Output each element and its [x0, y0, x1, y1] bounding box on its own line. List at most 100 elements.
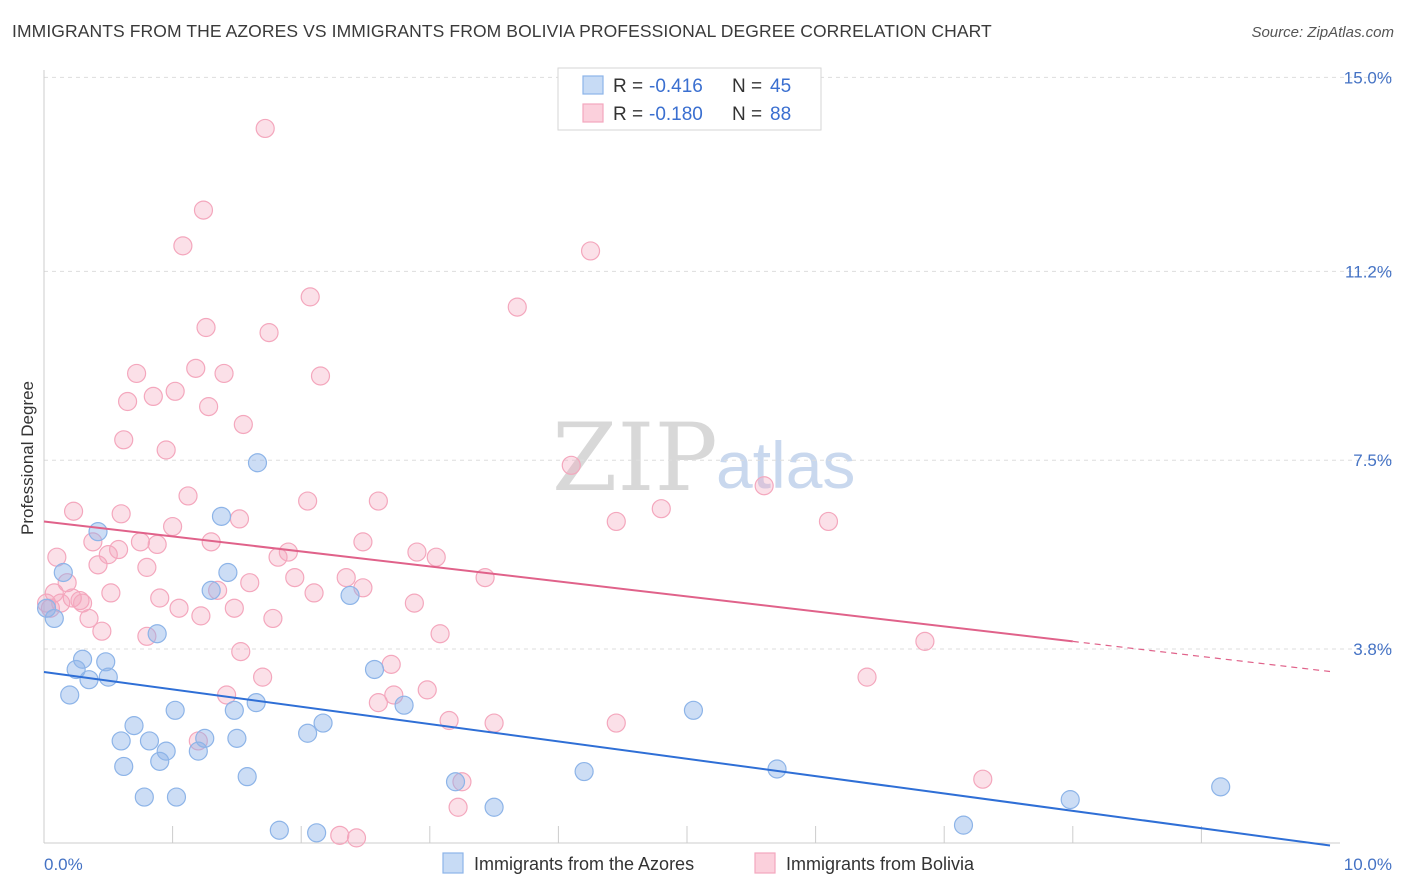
point-azores-18 [166, 787, 187, 807]
point-bolivia-55 [298, 491, 318, 511]
point-bolivia-87 [915, 631, 935, 651]
point-bolivia-61 [346, 828, 367, 848]
point-bolivia-81 [606, 511, 626, 532]
point-bolivia-78 [507, 297, 527, 317]
point-bolivia-44 [229, 509, 250, 529]
point-bolivia-49 [255, 118, 275, 139]
legend-n-label-azores: N = [732, 76, 762, 97]
point-azores-43 [1060, 790, 1080, 810]
point-bolivia-36 [193, 200, 214, 220]
legend-n-value-azores: 45 [770, 76, 791, 97]
point-bolivia-57 [304, 583, 324, 603]
point-bolivia-74 [448, 797, 468, 817]
trend-line-bolivia-extension [1072, 640, 1331, 673]
point-azores-14 [139, 731, 160, 751]
point-bolivia-60 [336, 567, 356, 588]
bottom-legend-label-bolivia: Immigrants from Bolivia [786, 854, 975, 874]
point-azores-31 [298, 723, 318, 743]
point-bolivia-0 [36, 593, 57, 613]
legend-r-value-bolivia: -0.180 [649, 104, 703, 125]
point-bolivia-10 [79, 608, 99, 629]
legend-r-label-azores: R = [613, 76, 643, 97]
point-bolivia-47 [240, 573, 260, 593]
point-azores-11 [114, 756, 134, 777]
watermark-atlas: atlas [716, 428, 855, 502]
point-bolivia-17 [111, 504, 131, 524]
point-bolivia-35 [191, 606, 211, 626]
point-bolivia-25 [147, 534, 167, 555]
point-bolivia-67 [384, 685, 404, 705]
legend-r-label-bolivia: R = [613, 104, 643, 125]
point-azores-24 [218, 562, 238, 583]
point-bolivia-2 [44, 583, 64, 603]
point-azores-17 [156, 741, 176, 761]
point-bolivia-73 [439, 710, 459, 731]
legend-r-value-azores: -0.416 [649, 76, 703, 97]
series-bolivia-points [36, 118, 993, 848]
point-bolivia-43 [224, 598, 244, 618]
point-bolivia-15 [101, 583, 121, 603]
y-tick-label-0: 3.8% [1353, 640, 1392, 659]
legend-swatch-bolivia [582, 103, 604, 123]
point-azores-28 [246, 693, 266, 713]
point-bolivia-69 [407, 542, 427, 562]
point-azores-25 [224, 700, 244, 720]
point-azores-41 [767, 759, 787, 779]
y-tick-label-1: 7.5% [1353, 451, 1392, 470]
point-azores-13 [134, 787, 154, 807]
point-bolivia-56 [300, 287, 320, 307]
point-bolivia-85 [818, 511, 839, 532]
legend-n-label-bolivia: N = [732, 104, 762, 125]
point-azores-29 [247, 453, 268, 473]
point-bolivia-83 [651, 499, 671, 519]
point-bolivia-29 [165, 381, 185, 401]
bottom-legend: Immigrants from the Azores Immigrants fr… [442, 852, 975, 874]
point-azores-30 [269, 820, 289, 840]
point-bolivia-33 [186, 358, 206, 378]
point-azores-8 [96, 652, 116, 672]
point-azores-2 [53, 562, 73, 583]
point-bolivia-75 [452, 772, 472, 792]
point-bolivia-64 [368, 491, 388, 511]
point-bolivia-88 [973, 769, 993, 789]
point-azores-34 [340, 585, 360, 606]
point-bolivia-19 [117, 391, 138, 412]
point-bolivia-22 [137, 557, 157, 577]
y-tick-label-2: 11.2% [1345, 262, 1392, 281]
point-bolivia-53 [278, 542, 298, 562]
point-bolivia-77 [484, 713, 504, 733]
point-bolivia-41 [214, 363, 234, 384]
bottom-legend-swatch-bolivia [754, 852, 776, 874]
point-bolivia-28 [163, 516, 183, 537]
point-azores-23 [211, 506, 232, 526]
point-azores-40 [683, 700, 704, 720]
point-azores-4 [66, 659, 86, 680]
point-bolivia-11 [83, 532, 103, 552]
point-azores-33 [313, 713, 333, 733]
x-tick-labels: 0.0% 10.0% [44, 855, 1392, 874]
point-azores-0 [36, 598, 57, 618]
point-azores-15 [147, 624, 167, 644]
point-azores-19 [165, 700, 185, 720]
point-bolivia-24 [143, 386, 163, 407]
y-tick-label-3: 15.0% [1344, 68, 1392, 87]
point-bolivia-46 [233, 414, 253, 435]
point-azores-36 [394, 695, 414, 715]
chart-title: IMMIGRANTS FROM THE AZORES VS IMMIGRANTS… [12, 21, 992, 41]
point-bolivia-32 [178, 486, 198, 506]
point-bolivia-51 [263, 608, 283, 629]
axes [43, 70, 1340, 844]
point-bolivia-71 [426, 547, 446, 567]
point-azores-1 [44, 608, 64, 629]
point-bolivia-58 [310, 366, 331, 386]
trend-line-azores [43, 671, 1331, 847]
watermark-zip: ZIP [552, 404, 718, 513]
legend-swatch-azores [582, 75, 604, 95]
point-bolivia-5 [57, 573, 77, 593]
bottom-legend-swatch-azores [442, 852, 464, 874]
point-bolivia-20 [126, 363, 147, 384]
point-bolivia-50 [259, 323, 279, 343]
point-bolivia-80 [580, 241, 601, 261]
point-azores-38 [484, 797, 504, 817]
point-bolivia-79 [561, 455, 581, 475]
